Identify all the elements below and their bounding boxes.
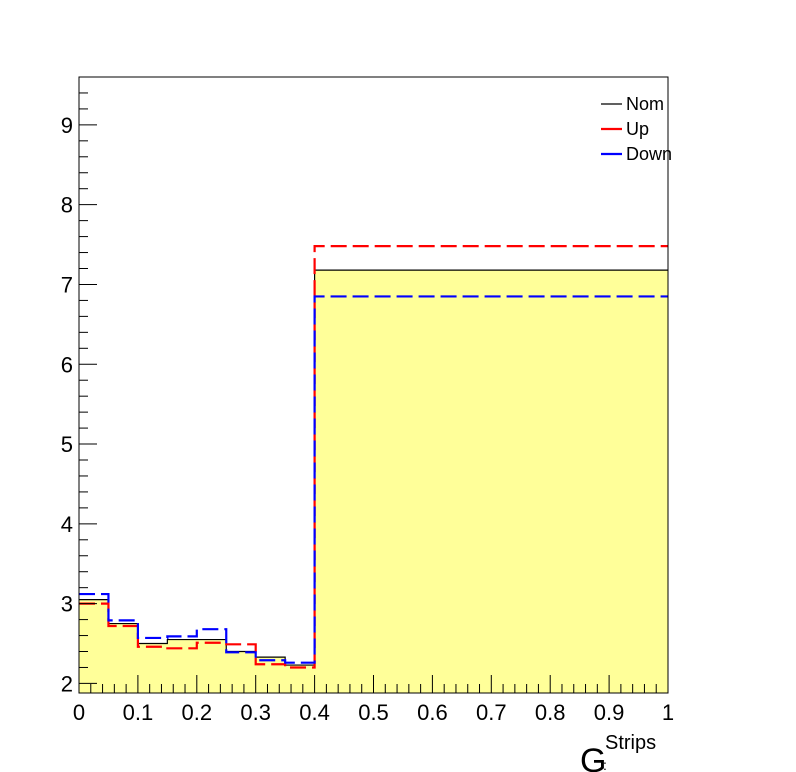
y-tick-label: 7: [61, 272, 73, 297]
x-tick-label: 0.2: [182, 700, 213, 725]
y-tick-label: 5: [61, 432, 73, 457]
x-tick-label: 0.5: [358, 700, 389, 725]
y-tick-label: 4: [61, 512, 73, 537]
y-tick-label: 8: [61, 193, 73, 218]
x-axis-label: G Strips :: [580, 732, 656, 772]
legend-label-up: Up: [626, 119, 649, 139]
legend: Nom Up Down: [601, 94, 672, 164]
x-tick-label: 0: [73, 700, 85, 725]
series-line-up: [79, 245, 668, 669]
series-layer: [79, 245, 668, 669]
x-tick-label: 0.4: [299, 700, 330, 725]
x-axis-label-subscript: :: [603, 757, 607, 772]
x-tick-label: 0.1: [123, 700, 154, 725]
x-axis-label-main: G: [580, 742, 606, 772]
x-tick-label: 0.9: [594, 700, 625, 725]
x-tick-label: 0.6: [417, 700, 448, 725]
x-tick-label: 1: [662, 700, 674, 725]
y-tick-label: 9: [61, 113, 73, 138]
legend-label-down: Down: [626, 144, 672, 164]
nom-fill-area: [79, 270, 668, 693]
axis-ticks: 0 0.1 0.2 0.3 0.4 0.5 0.6 0.7 0.8 0.9 1 2 3 4 5 6 7 8 9: [61, 76, 674, 725]
legend-label-nom: Nom: [626, 94, 664, 114]
nom-fill-layer: [79, 270, 668, 693]
y-tick-label: 6: [61, 352, 73, 377]
x-axis-label-superscript: Strips: [605, 732, 656, 754]
x-tick-label: 0.7: [476, 700, 507, 725]
series-line-down: [79, 295, 668, 664]
y-tick-label: 2: [61, 671, 73, 696]
y-tick-label: 3: [61, 592, 73, 617]
x-tick-label: 0.8: [535, 700, 566, 725]
x-tick-label: 0.3: [240, 700, 271, 725]
